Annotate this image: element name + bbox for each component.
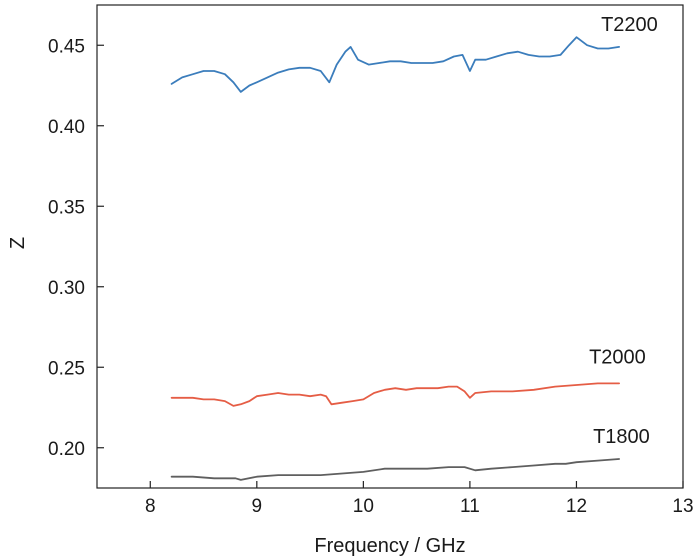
series-label-t2000: T2000 xyxy=(589,346,646,368)
series-line-t2200 xyxy=(170,36,620,93)
y-axis-title: Z xyxy=(7,237,29,249)
x-tick-label: 12 xyxy=(566,496,587,517)
series-line-t2000 xyxy=(170,382,620,407)
plot-area-border xyxy=(96,4,684,489)
x-tick-label: 11 xyxy=(460,496,480,517)
x-tick-label: 10 xyxy=(353,496,374,517)
plot-frame xyxy=(96,4,684,489)
y-tick-label: 0.25 xyxy=(48,358,85,379)
series-lines xyxy=(170,36,620,481)
series-label-t2200: T2200 xyxy=(601,14,658,36)
y-tick-label: 0.30 xyxy=(48,278,85,299)
x-axis-title: Frequency / GHz xyxy=(314,535,465,557)
y-tick-label: 0.35 xyxy=(48,197,85,218)
y-tick-label: 0.20 xyxy=(48,439,85,460)
x-tick-label: 8 xyxy=(145,496,156,517)
series-line-t1800 xyxy=(170,458,620,481)
x-axis: 8 9 10 11 12 13 xyxy=(145,481,694,517)
y-tick-label: 0.45 xyxy=(48,36,85,57)
y-tick-label: 0.40 xyxy=(48,117,85,138)
x-tick-label: 13 xyxy=(672,496,693,517)
y-axis: 0.20 0.25 0.30 0.35 0.40 0.45 xyxy=(48,36,104,460)
series-labels: T2200 T2000 T1800 xyxy=(589,14,658,448)
x-tick-label: 9 xyxy=(252,496,263,517)
series-label-t1800: T1800 xyxy=(593,426,650,448)
